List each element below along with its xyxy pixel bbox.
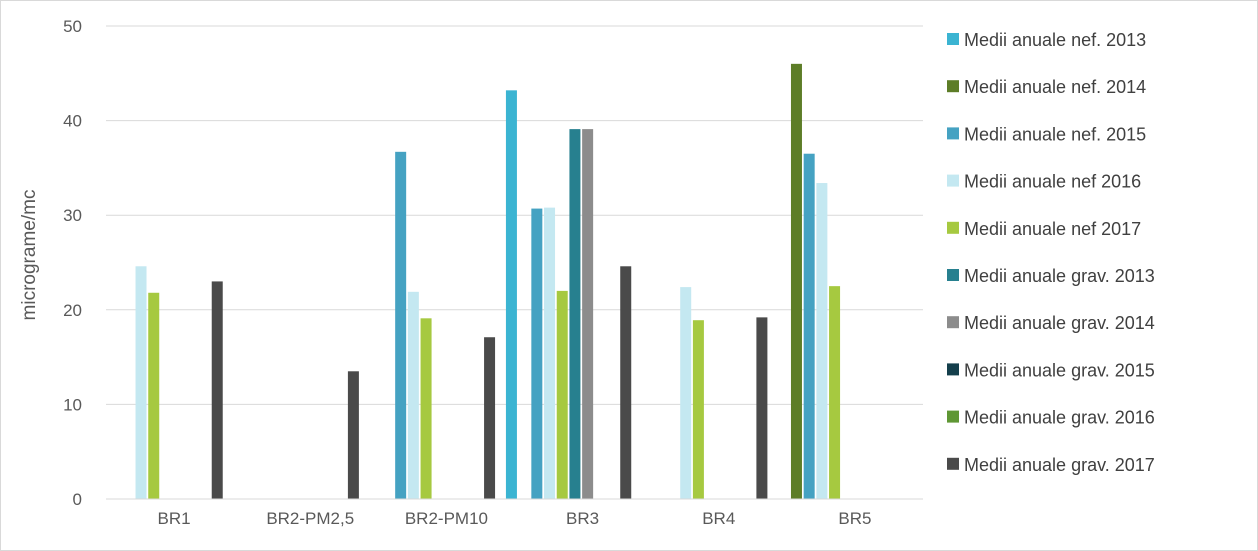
bar — [420, 318, 432, 499]
x-tick-label: BR4 — [702, 509, 735, 528]
legend-label: Medii anuale grav. 2015 — [964, 360, 1155, 380]
legend-swatch — [947, 80, 959, 93]
bar — [569, 129, 581, 499]
legend-swatch — [947, 33, 959, 45]
legend-label: Medii anuale nef. 2013 — [964, 30, 1146, 50]
y-tick-label: 20 — [63, 301, 82, 320]
bar — [544, 207, 556, 499]
bar — [680, 287, 692, 499]
bar — [803, 153, 815, 499]
legend-label: Medii anuale nef 2016 — [964, 172, 1141, 192]
bars — [135, 63, 841, 500]
bar — [790, 63, 802, 500]
legend-swatch — [947, 174, 959, 187]
bar — [531, 208, 543, 499]
bar — [211, 281, 223, 499]
legend-swatch — [947, 221, 959, 234]
legend-label: Medii anuale nef. 2014 — [964, 77, 1146, 97]
y-tick-label: 30 — [63, 206, 82, 225]
bar — [756, 317, 768, 499]
bar — [395, 151, 407, 499]
legend-swatch — [947, 410, 959, 423]
legend-swatch — [947, 127, 959, 140]
legend-label: Medii anuale grav. 2014 — [964, 313, 1155, 333]
bar — [347, 371, 359, 499]
x-tick-label: BR3 — [566, 509, 599, 528]
legend-label: Medii anuale grav. 2017 — [964, 455, 1155, 475]
legend-label: Medii anuale nef 2017 — [964, 219, 1141, 239]
x-tick-label: BR5 — [838, 509, 871, 528]
bar — [816, 183, 828, 499]
legend-swatch — [947, 363, 959, 376]
y-axis-ticks: 0 10 20 30 40 50 — [63, 17, 82, 509]
legend-swatch — [947, 316, 959, 329]
bar — [505, 90, 517, 499]
legend: Medii anuale nef. 2013 Medii anuale nef. … — [947, 30, 1155, 475]
y-tick-label: 50 — [63, 17, 82, 36]
y-tick-label: 40 — [63, 112, 82, 131]
legend-label: Medii anuale nef. 2015 — [964, 124, 1146, 144]
legend-label: Medii anuale grav. 2013 — [964, 266, 1155, 286]
bar — [148, 292, 160, 499]
bar — [556, 290, 568, 499]
bar — [692, 320, 704, 499]
x-tick-label: BR2-PM2,5 — [266, 509, 354, 528]
y-tick-label: 10 — [63, 395, 82, 414]
bar — [407, 291, 419, 499]
x-tick-label: BR1 — [158, 509, 191, 528]
x-axis-ticks: BR1 BR2-PM2,5 BR2-PM10 BR3 BR4 BR5 — [158, 509, 872, 528]
bar — [135, 266, 147, 499]
bar — [620, 266, 632, 499]
legend-swatch — [947, 457, 959, 470]
bar — [484, 337, 496, 499]
y-axis-label: micrograme/mc — [19, 190, 40, 321]
x-tick-label: BR2-PM10 — [405, 509, 488, 528]
y-tick-label: 0 — [73, 490, 82, 509]
legend-label: Medii anuale grav. 2016 — [964, 408, 1155, 428]
bar — [829, 286, 841, 499]
legend-swatch — [947, 269, 959, 281]
bar — [582, 129, 594, 499]
